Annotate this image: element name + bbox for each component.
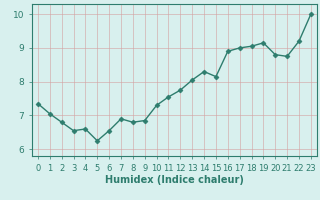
X-axis label: Humidex (Indice chaleur): Humidex (Indice chaleur) xyxy=(105,175,244,185)
